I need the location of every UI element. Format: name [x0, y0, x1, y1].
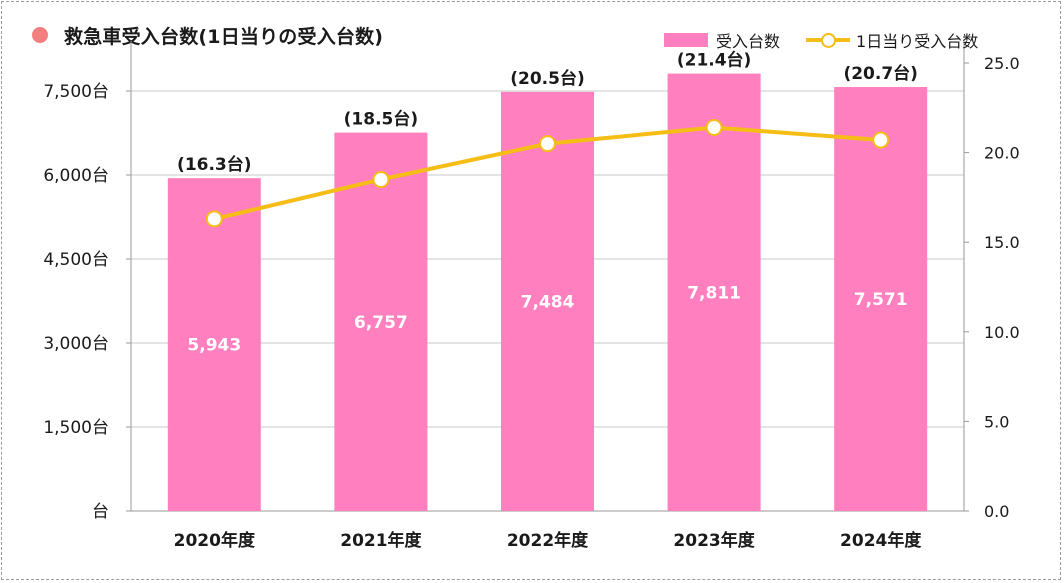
- daily-value-label: (20.7台): [843, 63, 917, 84]
- bar-value-label: 7,484: [521, 292, 575, 312]
- y-right-tick-label: 15.0: [984, 233, 1020, 252]
- y-right-tick-label: 0.0: [984, 502, 1009, 521]
- bar: [334, 132, 428, 511]
- chart-legend: 受入台数 1日当り受入台数: [664, 28, 978, 52]
- legend-label-line: 1日当り受入台数: [856, 32, 979, 51]
- x-category-label: 2024年度: [840, 530, 922, 551]
- bar-value-label: 7,571: [854, 290, 908, 310]
- bar: [167, 178, 261, 511]
- title-bullet-icon: [32, 27, 48, 43]
- chart-title-group: 救急車受入台数(1日当りの受入台数): [32, 22, 383, 48]
- x-category-label: 2021年度: [340, 530, 422, 551]
- bar: [667, 73, 761, 512]
- y-right-tick-label: 10.0: [984, 323, 1020, 342]
- y-left-tick-label: 4,500台: [43, 250, 109, 270]
- bar-value-label: 6,757: [354, 313, 408, 333]
- bar-value-label: 5,943: [187, 336, 241, 356]
- y-left-tick-label: 7,500台: [43, 82, 109, 102]
- y-right-tick-label: 5.0: [984, 412, 1009, 431]
- y-left-tick-label: 6,000台: [43, 166, 109, 186]
- legend-bar-swatch: [664, 33, 708, 47]
- line-point: [205, 210, 223, 228]
- bar: [501, 91, 594, 512]
- daily-value-label: (18.5台): [344, 109, 418, 130]
- bar: [834, 87, 928, 512]
- daily-value-label: (16.3台): [177, 154, 251, 175]
- line-point: [372, 170, 390, 188]
- line-point: [705, 119, 723, 137]
- daily-value-label: (20.5台): [510, 68, 584, 89]
- y-left-tick-label: 3,000台: [43, 334, 109, 354]
- legend-line-swatch: [806, 33, 851, 48]
- x-category-label: 2020年度: [174, 530, 256, 551]
- y-left-tick-label: 台: [92, 502, 109, 522]
- y-right-tick-label: 25.0: [984, 54, 1020, 73]
- line-point: [539, 135, 556, 153]
- daily-value-label: (21.4台): [677, 50, 751, 71]
- chart-title: 救急車受入台数(1日当りの受入台数): [64, 25, 384, 48]
- y-right-tick-label: 20.0: [984, 144, 1020, 163]
- y-left-tick-label: 1,500台: [43, 418, 109, 438]
- line-point: [872, 131, 890, 149]
- bar-value-label: 7,811: [687, 283, 741, 303]
- x-category-label: 2023年度: [673, 530, 755, 551]
- x-category-label: 2022年度: [507, 530, 589, 551]
- legend-label-bar: 受入台数: [716, 32, 781, 51]
